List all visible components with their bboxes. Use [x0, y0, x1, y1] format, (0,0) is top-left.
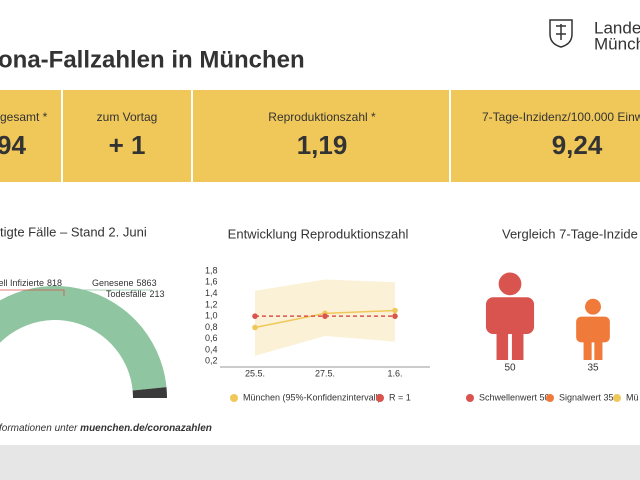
label-value: 5863	[137, 278, 157, 288]
gauge-label: Genesene 5863	[92, 278, 157, 288]
footer-link[interactable]: muenchen.de/coronazahlen	[80, 423, 212, 434]
y-tick-label: 1,8	[205, 265, 218, 275]
gauge-segment	[132, 387, 167, 398]
kpi-label: 7-Tage-Inzidenz/100.000 Einw	[482, 110, 640, 124]
value-label: 50	[504, 363, 516, 374]
x-tick-label: 1.6.	[387, 368, 402, 378]
icon-leg	[594, 339, 603, 360]
kpi-value: 9,24	[552, 130, 603, 160]
person-icon	[485, 272, 535, 360]
icon-leg	[496, 330, 509, 360]
legend-label: Mü	[626, 392, 639, 402]
leader-line	[77, 289, 152, 296]
label-name: ell Infizierte	[0, 278, 44, 288]
kpi-label: gesamt *	[0, 110, 48, 124]
y-tick-label: 1,4	[205, 288, 218, 298]
kpi-label: zum Vortag	[97, 110, 158, 124]
kpi-band	[0, 90, 640, 182]
person-icon	[576, 298, 610, 360]
kpi-separators	[61, 90, 451, 182]
label-name: Todesfälle	[106, 289, 147, 299]
legend-marker	[546, 394, 554, 402]
icon-leg	[511, 330, 524, 360]
page-title: ona-Fallzahlen in München	[0, 46, 305, 73]
point	[392, 313, 398, 319]
logo-text: Landes	[594, 18, 640, 37]
gauge-label: ell Infizierte 818	[0, 278, 62, 288]
footer-band	[0, 445, 640, 480]
chart-title: tigte Fälle – Stand 2. Juni	[0, 224, 147, 239]
x-tick-label: 27.5.	[315, 368, 335, 378]
point	[252, 324, 258, 331]
icon-body	[576, 316, 610, 343]
y-tick-label: 1,0	[205, 311, 218, 321]
legend-marker	[466, 394, 474, 402]
icon-leg	[583, 339, 592, 360]
gauge-segment	[0, 286, 167, 391]
label-value: 818	[47, 278, 62, 288]
legend-label: Signalwert 35	[559, 392, 614, 402]
point	[322, 313, 328, 319]
legend-label: Schwellenwert 50	[479, 392, 550, 402]
legend-marker	[613, 394, 621, 402]
logo	[549, 19, 573, 48]
icon-head	[498, 272, 522, 296]
y-tick-label: 0,8	[205, 322, 218, 332]
legend-label: R = 1	[389, 392, 411, 402]
x-tick-label: 25.5.	[245, 368, 265, 378]
y-tick-label: 0,4	[205, 344, 218, 354]
legend-marker	[376, 394, 384, 402]
y-tick-label: 0,2	[205, 356, 218, 366]
kpi-value: + 1	[109, 130, 146, 160]
y-tick-label: 1,2	[205, 299, 218, 309]
logo-text: Münch	[594, 34, 640, 53]
chart-title: Vergleich 7-Tage-Inzide	[502, 226, 638, 241]
kpi-value: 1,19	[297, 130, 348, 160]
kpi-value: 94	[0, 130, 26, 160]
label-value: 213	[150, 289, 165, 299]
point	[252, 313, 258, 319]
label-name: Genesene	[92, 278, 134, 288]
y-tick-label: 1,6	[205, 277, 218, 287]
legend-marker	[230, 394, 238, 402]
point	[392, 307, 398, 314]
footer-note: formationen unter muenchen.de/coronazahl…	[0, 423, 212, 434]
icon-body	[485, 297, 535, 334]
value-label: 35	[587, 363, 599, 374]
gauge-label: Todesfälle 213	[106, 289, 165, 299]
icon-head	[585, 298, 601, 315]
footer-text: formationen unter	[0, 423, 80, 434]
y-tick-label: 0,6	[205, 333, 218, 343]
chart-title: Entwicklung Reproduktionszahl	[228, 226, 409, 241]
leader-line	[0, 289, 65, 296]
kpi-label: Reproduktionszahl *	[268, 110, 376, 124]
legend-label: München (95%-Konfidenzintervall)	[243, 392, 381, 402]
